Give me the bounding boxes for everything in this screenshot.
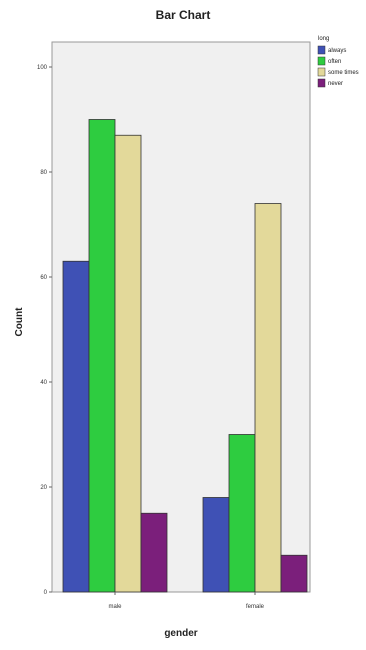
legend-swatch xyxy=(317,67,326,77)
x-tick-label: male xyxy=(108,604,122,610)
legend-label: never xyxy=(328,81,343,87)
legend-label: always xyxy=(328,48,346,54)
y-tick-label: 60 xyxy=(40,275,47,281)
bar-male-some-times xyxy=(114,134,142,593)
bar-female-always xyxy=(202,497,230,593)
y-axis: 0 20 40 60 80 100 xyxy=(37,65,52,596)
bar-male-always xyxy=(62,260,90,593)
bar-female-often xyxy=(228,434,256,593)
x-axis: male female xyxy=(108,592,265,610)
legend-swatch xyxy=(317,78,326,88)
legend-title: long xyxy=(318,36,329,42)
y-tick-label: 0 xyxy=(44,590,48,596)
legend-swatch xyxy=(317,45,326,55)
bar-male-never xyxy=(140,512,168,593)
bar-female-some-times xyxy=(254,203,282,593)
legend-label: often xyxy=(328,59,341,65)
bars xyxy=(62,119,308,593)
y-tick-label: 40 xyxy=(40,380,47,386)
y-axis-title: Count xyxy=(14,307,25,337)
chart-title: Bar Chart xyxy=(155,8,211,22)
legend: long always often some times never xyxy=(317,36,359,88)
bar-male-often xyxy=(88,119,116,593)
legend-label: some times xyxy=(328,70,359,76)
legend-swatch xyxy=(317,56,326,66)
y-tick-label: 80 xyxy=(40,170,47,176)
bar-female-never xyxy=(280,554,308,593)
y-tick-label: 100 xyxy=(37,65,48,71)
x-tick-label: female xyxy=(246,604,265,610)
x-axis-title: gender xyxy=(164,628,197,639)
y-tick-label: 20 xyxy=(40,485,47,491)
